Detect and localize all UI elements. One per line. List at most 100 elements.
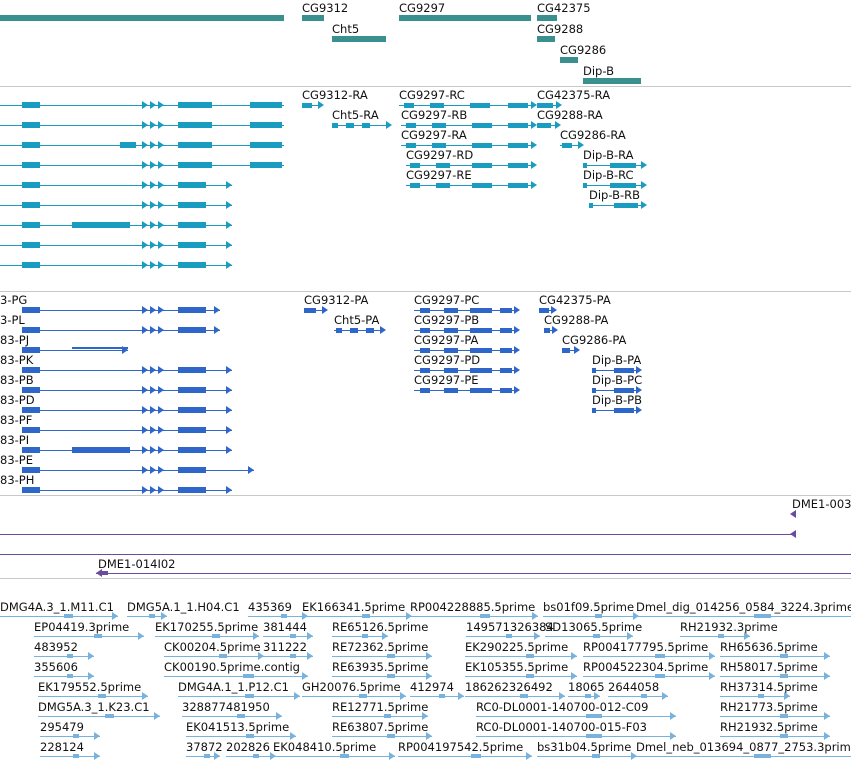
exon-block[interactable] — [22, 142, 40, 148]
est-block[interactable] — [480, 614, 490, 618]
est-label[interactable]: RE65126.5prime — [332, 620, 429, 634]
exon-block[interactable] — [614, 203, 638, 208]
est-label[interactable]: RH65636.5prime — [720, 640, 818, 654]
protein-label[interactable]: 83-PJ — [0, 333, 30, 347]
exon-block[interactable] — [500, 328, 512, 333]
est-block[interactable] — [246, 734, 254, 738]
exon-block[interactable] — [410, 183, 420, 188]
exon-block[interactable] — [539, 308, 549, 313]
est-label[interactable]: EP04419.3prime — [34, 620, 130, 634]
exon-block[interactable] — [22, 327, 40, 333]
exon-block[interactable] — [22, 487, 40, 493]
est-block[interactable] — [340, 754, 349, 758]
exon-block[interactable] — [444, 328, 458, 333]
est-block[interactable] — [520, 694, 528, 698]
exon-block[interactable] — [178, 467, 206, 473]
est-block[interactable] — [105, 714, 114, 718]
est-block[interactable] — [526, 654, 534, 658]
est-block[interactable] — [237, 714, 245, 718]
exon-block[interactable] — [470, 388, 492, 393]
est-label[interactable]: RC0-DL0001-140700-012-C09 — [476, 700, 649, 714]
est-label[interactable]: RE12771.5prime — [332, 700, 429, 714]
exon-block[interactable] — [562, 348, 570, 353]
exon-block[interactable] — [178, 307, 206, 313]
est-block[interactable] — [655, 654, 665, 658]
est-label[interactable]: 381444 — [263, 620, 307, 634]
est-label[interactable]: EK179552.5prime — [38, 680, 142, 694]
exon-block[interactable] — [500, 348, 512, 353]
feature-label[interactable]: Dip-B-PA — [592, 353, 642, 367]
est-label[interactable]: 328877481950 — [182, 700, 270, 714]
exon-block[interactable] — [250, 142, 282, 148]
est-label[interactable]: RH58017.5prime — [720, 660, 818, 674]
est-label[interactable]: 186262326492 — [465, 680, 553, 694]
exon-block[interactable] — [432, 143, 446, 148]
exon-block[interactable] — [592, 408, 596, 413]
feature-label[interactable]: CG9297-RC — [399, 88, 465, 102]
feature-label[interactable]: CG9288-PA — [544, 313, 609, 327]
exon-block[interactable] — [22, 182, 40, 188]
protein-label[interactable]: 3-PG — [0, 293, 28, 307]
est-block[interactable] — [204, 754, 210, 758]
est-label[interactable]: DMG4A.1_1.P12.C1 — [178, 680, 289, 694]
exon-block[interactable] — [178, 427, 206, 433]
exon-block[interactable] — [537, 36, 555, 42]
est-block[interactable] — [780, 714, 788, 718]
est-block[interactable] — [362, 634, 368, 638]
feature-label[interactable]: CG9297-PC — [414, 293, 480, 307]
est-block[interactable] — [281, 614, 287, 618]
exon-block[interactable] — [178, 122, 212, 128]
protein-label[interactable]: 83-PE — [0, 453, 33, 467]
est-block[interactable] — [362, 614, 370, 618]
exon-block[interactable] — [500, 308, 512, 313]
est-label[interactable]: RE72362.5prime — [332, 640, 429, 654]
est-block[interactable] — [387, 734, 395, 738]
est-block[interactable] — [98, 694, 106, 698]
exon-block[interactable] — [562, 143, 572, 148]
est-label[interactable]: bs31b04.5prime — [537, 740, 632, 754]
exon-block[interactable] — [350, 328, 358, 333]
exon-block[interactable] — [178, 102, 212, 108]
est-label[interactable]: RH37314.5prime — [720, 680, 818, 694]
est-label[interactable]: 37872 — [186, 740, 223, 754]
est-block[interactable] — [149, 614, 155, 618]
est-block[interactable] — [780, 654, 788, 658]
est-label[interactable]: 311222 — [263, 640, 307, 654]
exon-block[interactable] — [472, 143, 492, 148]
exon-block[interactable] — [178, 222, 206, 228]
est-label[interactable]: RE63935.5prime — [332, 660, 429, 674]
est-block[interactable] — [359, 694, 367, 698]
exon-block[interactable] — [178, 142, 212, 148]
gene-bar-left[interactable] — [0, 15, 284, 21]
gene-label[interactable]: CG9312 — [302, 1, 349, 15]
exon-block[interactable] — [610, 163, 636, 168]
exon-block[interactable] — [614, 388, 634, 393]
exon-block[interactable] — [178, 162, 212, 168]
exon-block[interactable] — [583, 183, 587, 188]
exon-block[interactable] — [22, 307, 40, 313]
gene-label[interactable]: Dip-B — [583, 64, 614, 78]
exon-block[interactable] — [366, 328, 374, 333]
exon-block[interactable] — [22, 122, 40, 128]
est-block[interactable] — [64, 614, 73, 618]
est-label[interactable]: EK166341.5prime — [302, 600, 406, 614]
protein-label[interactable]: 83-PH — [0, 473, 35, 487]
exon-block[interactable] — [436, 183, 450, 188]
feature-label[interactable]: CG9297-PA — [414, 333, 479, 347]
protein-label[interactable]: 83-PD — [0, 393, 35, 407]
feature-label[interactable]: Cht5-PA — [334, 313, 380, 327]
est-label[interactable]: 18065 — [568, 680, 605, 694]
feature-label[interactable]: CG9297-PE — [414, 373, 479, 387]
est-block[interactable] — [754, 614, 771, 618]
feature-label[interactable]: CG9297-PB — [414, 313, 480, 327]
est-block[interactable] — [718, 634, 724, 638]
exon-block[interactable] — [22, 222, 40, 228]
gene-label[interactable]: CG9288 — [537, 22, 584, 36]
exon-block[interactable] — [250, 162, 282, 168]
est-label[interactable]: RP004197542.5prime — [398, 740, 524, 754]
gene-label[interactable]: CG9297 — [399, 1, 446, 15]
exon-block[interactable] — [537, 15, 557, 21]
exon-block[interactable] — [436, 163, 450, 168]
est-label[interactable]: Dmel_neb_013694_0877_2753.3prime — [636, 740, 851, 754]
exon-block[interactable] — [346, 123, 354, 128]
